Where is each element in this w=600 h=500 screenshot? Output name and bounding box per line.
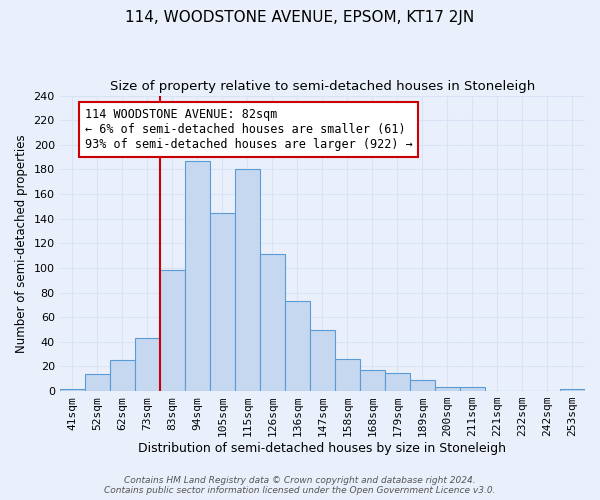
Bar <box>410 380 435 391</box>
Y-axis label: Number of semi-detached properties: Number of semi-detached properties <box>15 134 28 352</box>
Bar <box>160 270 185 391</box>
Bar <box>135 338 160 391</box>
Bar <box>210 212 235 391</box>
Bar <box>285 301 310 391</box>
Bar <box>110 360 135 391</box>
Bar <box>560 388 585 391</box>
Bar <box>85 374 110 391</box>
Bar <box>385 372 410 391</box>
Bar <box>260 254 285 391</box>
Bar <box>235 170 260 391</box>
Bar <box>185 161 210 391</box>
Bar <box>360 370 385 391</box>
Text: 114, WOODSTONE AVENUE, EPSOM, KT17 2JN: 114, WOODSTONE AVENUE, EPSOM, KT17 2JN <box>125 10 475 25</box>
Title: Size of property relative to semi-detached houses in Stoneleigh: Size of property relative to semi-detach… <box>110 80 535 93</box>
Bar <box>435 388 460 391</box>
Text: Contains HM Land Registry data © Crown copyright and database right 2024.
Contai: Contains HM Land Registry data © Crown c… <box>104 476 496 495</box>
Bar <box>335 359 360 391</box>
Bar <box>310 330 335 391</box>
X-axis label: Distribution of semi-detached houses by size in Stoneleigh: Distribution of semi-detached houses by … <box>139 442 506 455</box>
Bar <box>460 388 485 391</box>
Text: 114 WOODSTONE AVENUE: 82sqm
← 6% of semi-detached houses are smaller (61)
93% of: 114 WOODSTONE AVENUE: 82sqm ← 6% of semi… <box>85 108 412 151</box>
Bar <box>59 388 85 391</box>
